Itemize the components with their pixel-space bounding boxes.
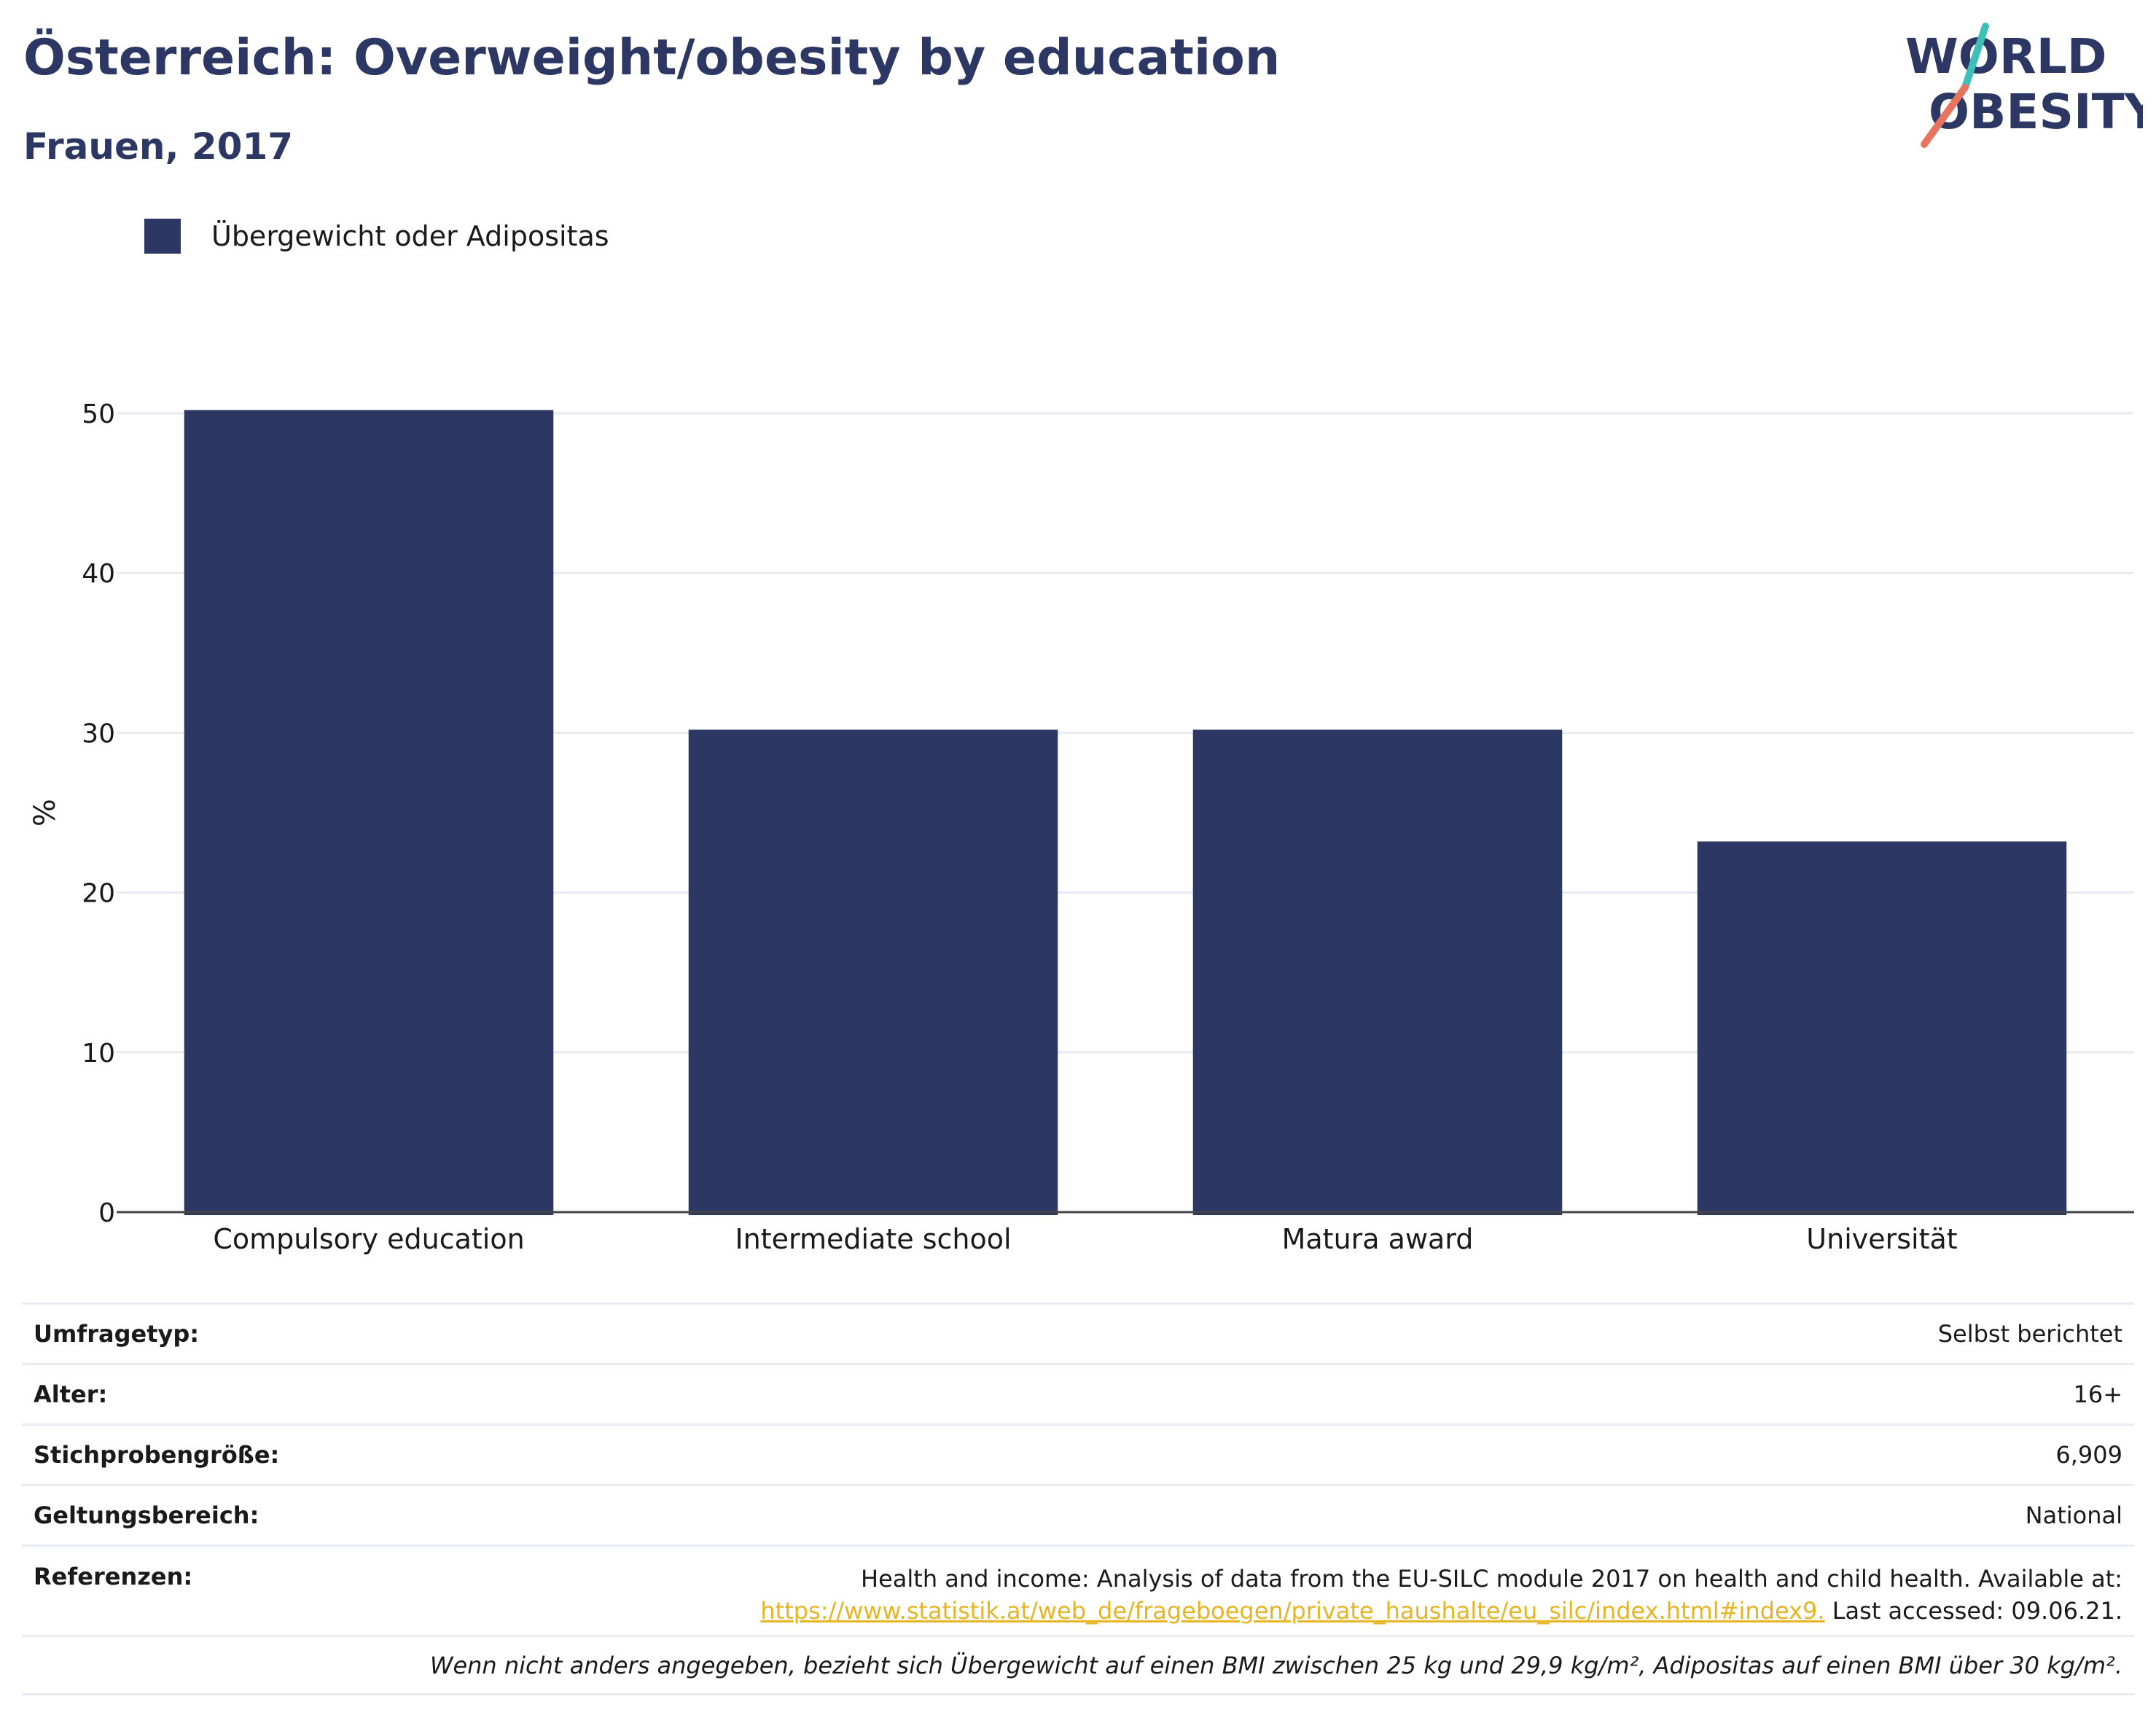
y-tick-label: 10 (82, 1039, 115, 1069)
bar-chart: 0 10 20 30 40 50 Compulsory education Intermedi… (28, 399, 2134, 1255)
scope-value: National (2025, 1501, 2122, 1529)
bmi-definition-note: Wenn nicht anders angegeben, bezieht sic… (429, 1651, 2122, 1679)
meta-row-scope: Geltungsbereich: National (22, 1484, 2134, 1544)
chart-subtitle: Frauen, 2017 (23, 125, 294, 168)
references-link[interactable]: https://www.statistik.at/web_de/frageboe… (760, 1597, 1825, 1625)
bar (1697, 841, 2067, 1215)
logo-slash-teal (1961, 23, 1989, 91)
x-tick-label: Intermediate school (735, 1223, 1011, 1255)
x-tick-label: Compulsory education (213, 1223, 524, 1255)
survey-type-value: Selbst berichtet (1937, 1320, 2122, 1348)
references-line-2: https://www.statistik.at/web_de/frageboe… (760, 1595, 2122, 1627)
logo-slash-coral (1921, 84, 1969, 148)
y-tick-label: 50 (82, 399, 115, 429)
scope-label: Geltungsbereich: (34, 1501, 259, 1529)
chart-title: Österreich: Overweight/obesity by educat… (23, 29, 1281, 87)
survey-type-label: Umfragetyp: (34, 1320, 200, 1348)
bar (688, 730, 1058, 1215)
references-label: Referenzen: (34, 1563, 193, 1590)
meta-row-note: Wenn nicht anders angegeben, bezieht sic… (22, 1635, 2134, 1695)
references-text: Health and income: Analysis of data from… (760, 1563, 2122, 1627)
y-tick-label: 30 (82, 719, 115, 749)
x-tick-label: Matura award (1282, 1223, 1474, 1255)
legend-label: Übergewicht oder Adipositas (211, 220, 609, 252)
logo-line-world: WORLD (1905, 28, 2107, 85)
y-axis-title: % (28, 799, 62, 827)
age-value: 16+ (2073, 1380, 2122, 1408)
chart-legend: Übergewicht oder Adipositas (144, 216, 609, 257)
bar (1192, 730, 1563, 1215)
meta-row-age: Alter: 16+ (22, 1363, 2134, 1423)
metadata-table: Umfragetyp: Selbst berichtet Alter: 16+ … (22, 1303, 2134, 1695)
bar (184, 410, 554, 1216)
meta-row-survey-type: Umfragetyp: Selbst berichtet (22, 1303, 2134, 1363)
y-tick-label: 40 (82, 559, 115, 589)
world-obesity-logo: WORLD OBESITY (1895, 22, 2143, 153)
sample-size-label: Stichprobengröße: (34, 1441, 280, 1469)
y-tick-label: 20 (82, 879, 115, 909)
x-tick-label: Universität (1806, 1223, 1957, 1255)
meta-row-references: Referenzen: Health and income: Analysis … (22, 1544, 2134, 1635)
references-line-1: Health and income: Analysis of data from… (861, 1565, 2122, 1593)
meta-row-sample-size: Stichprobengröße: 6,909 (22, 1423, 2134, 1484)
age-label: Alter: (34, 1380, 108, 1408)
legend-swatch (144, 219, 181, 254)
references-last-accessed: Last accessed: 09.06.21. (1832, 1597, 2122, 1625)
sample-size-value: 6,909 (2055, 1441, 2122, 1469)
y-tick-label: 0 (98, 1198, 115, 1228)
